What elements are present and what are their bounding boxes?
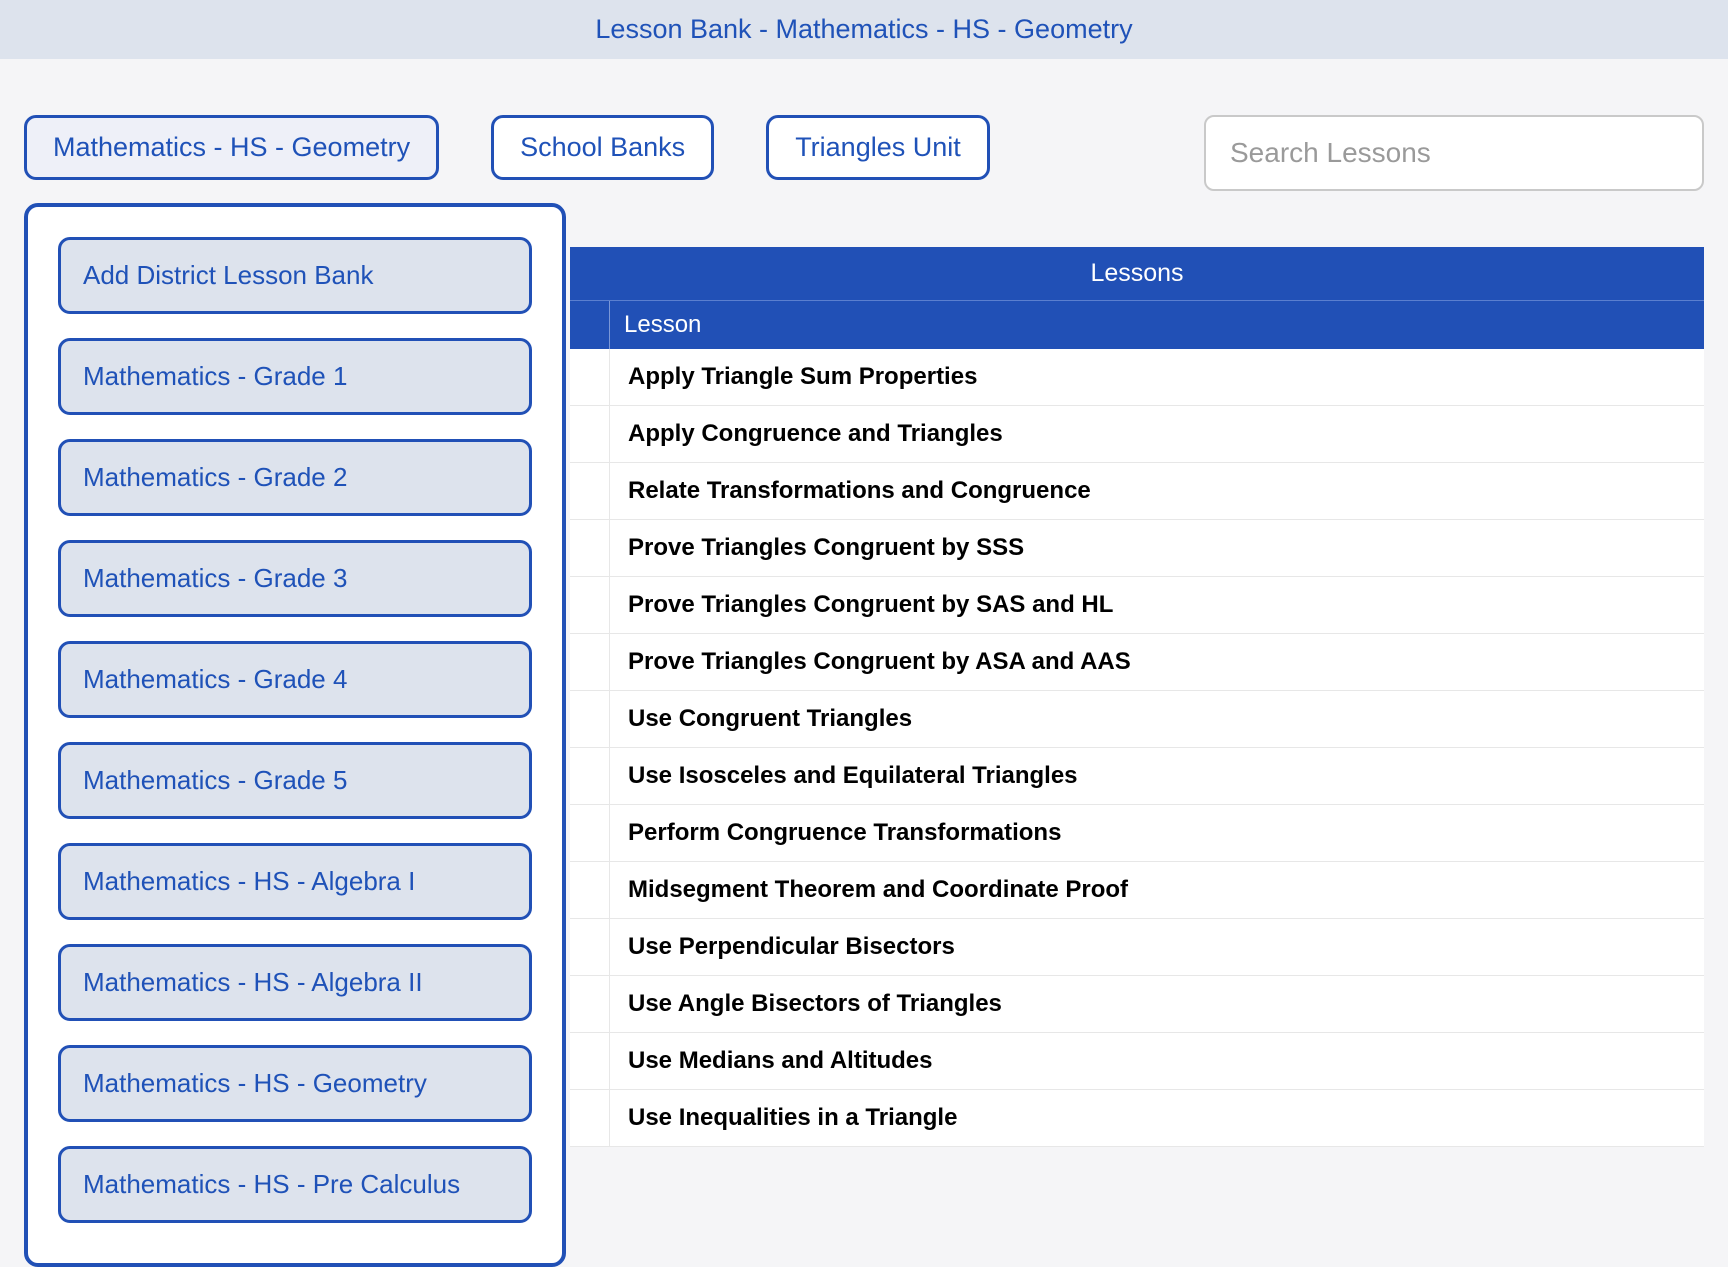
controls-row: Mathematics - HS - Geometry Add District… [0, 59, 1728, 191]
bank-dropdown-item[interactable]: Mathematics - HS - Algebra II [58, 944, 532, 1021]
lesson-row[interactable]: Prove Triangles Congruent by SAS and HL [570, 577, 1704, 634]
lesson-row[interactable]: Prove Triangles Congruent by ASA and AAS [570, 634, 1704, 691]
lesson-row[interactable]: Use Inequalities in a Triangle [570, 1090, 1704, 1147]
bank-dropdown-wrap: Mathematics - HS - Geometry Add District… [24, 115, 439, 180]
lesson-row-label: Use Angle Bisectors of Triangles [610, 976, 1704, 1032]
lessons-column-header: Lesson [610, 301, 1704, 349]
bank-dropdown-button[interactable]: Mathematics - HS - Geometry [24, 115, 439, 180]
school-banks-label: School Banks [520, 132, 685, 162]
lesson-row[interactable]: Use Congruent Triangles [570, 691, 1704, 748]
page-header: Lesson Bank - Mathematics - HS - Geometr… [0, 0, 1728, 59]
lesson-row-spacer [570, 919, 610, 975]
bank-dropdown-panel: Add District Lesson Bank Mathematics - Gr… [24, 203, 566, 1267]
lesson-row-label: Prove Triangles Congruent by SSS [610, 520, 1704, 576]
lessons-table-body: Apply Triangle Sum PropertiesApply Congr… [570, 349, 1704, 1147]
lesson-row-label: Use Medians and Altitudes [610, 1033, 1704, 1089]
lesson-row-label: Midsegment Theorem and Coordinate Proof [610, 862, 1704, 918]
bank-dropdown-item[interactable]: Mathematics - HS - Pre Calculus [58, 1146, 532, 1223]
bank-dropdown-label: Mathematics - HS - Geometry [53, 132, 410, 162]
lesson-row-spacer [570, 577, 610, 633]
lesson-row-spacer [570, 805, 610, 861]
page-title: Lesson Bank - Mathematics - HS - Geometr… [595, 14, 1132, 44]
lesson-row-label: Prove Triangles Congruent by ASA and AAS [610, 634, 1704, 690]
bank-dropdown-item[interactable]: Mathematics - HS - Geometry [58, 1045, 532, 1122]
lesson-row[interactable]: Apply Triangle Sum Properties [570, 349, 1704, 406]
lesson-row[interactable]: Use Perpendicular Bisectors [570, 919, 1704, 976]
lesson-row-spacer [570, 634, 610, 690]
lesson-row-spacer [570, 463, 610, 519]
search-input[interactable] [1204, 115, 1704, 191]
lessons-table: Lessons Lesson Apply Triangle Sum Proper… [570, 247, 1704, 1147]
lesson-row-spacer [570, 406, 610, 462]
lesson-row-spacer [570, 349, 610, 405]
bank-dropdown-item[interactable]: Add District Lesson Bank [58, 237, 532, 314]
lesson-row-label: Perform Congruence Transformations [610, 805, 1704, 861]
bank-dropdown-item[interactable]: Mathematics - Grade 3 [58, 540, 532, 617]
lesson-row-spacer [570, 1090, 610, 1146]
lesson-row[interactable]: Apply Congruence and Triangles [570, 406, 1704, 463]
lesson-row-label: Apply Congruence and Triangles [610, 406, 1704, 462]
lesson-row-label: Use Isosceles and Equilateral Triangles [610, 748, 1704, 804]
lesson-row-label: Use Perpendicular Bisectors [610, 919, 1704, 975]
lesson-row-spacer [570, 691, 610, 747]
unit-dropdown-button[interactable]: Triangles Unit [766, 115, 990, 180]
lesson-row[interactable]: Prove Triangles Congruent by SSS [570, 520, 1704, 577]
lesson-row[interactable]: Perform Congruence Transformations [570, 805, 1704, 862]
school-banks-button[interactable]: School Banks [491, 115, 714, 180]
lesson-row[interactable]: Use Angle Bisectors of Triangles [570, 976, 1704, 1033]
lesson-row[interactable]: Use Isosceles and Equilateral Triangles [570, 748, 1704, 805]
lesson-row[interactable]: Relate Transformations and Congruence [570, 463, 1704, 520]
lesson-row-spacer [570, 520, 610, 576]
lessons-table-title: Lessons [1090, 259, 1183, 287]
unit-dropdown-label: Triangles Unit [795, 132, 961, 162]
lesson-row-spacer [570, 748, 610, 804]
lesson-row-spacer [570, 976, 610, 1032]
bank-dropdown-item[interactable]: Mathematics - Grade 1 [58, 338, 532, 415]
lessons-table-title-row: Lessons [570, 247, 1704, 301]
lesson-row-spacer [570, 1033, 610, 1089]
lesson-row-label: Use Inequalities in a Triangle [610, 1090, 1704, 1146]
bank-dropdown-item[interactable]: Mathematics - HS - Algebra I [58, 843, 532, 920]
lesson-row[interactable]: Use Medians and Altitudes [570, 1033, 1704, 1090]
bank-dropdown-item[interactable]: Mathematics - Grade 2 [58, 439, 532, 516]
lesson-row-label: Prove Triangles Congruent by SAS and HL [610, 577, 1704, 633]
lesson-row[interactable]: Midsegment Theorem and Coordinate Proof [570, 862, 1704, 919]
lesson-row-label: Apply Triangle Sum Properties [610, 349, 1704, 405]
bank-dropdown-item[interactable]: Mathematics - Grade 4 [58, 641, 532, 718]
lessons-table-header-row: Lesson [570, 301, 1704, 349]
bank-dropdown-item[interactable]: Mathematics - Grade 5 [58, 742, 532, 819]
lesson-row-label: Use Congruent Triangles [610, 691, 1704, 747]
search-wrap [1204, 115, 1704, 191]
lesson-row-label: Relate Transformations and Congruence [610, 463, 1704, 519]
lesson-row-spacer [570, 862, 610, 918]
lessons-header-spacer [570, 301, 610, 349]
